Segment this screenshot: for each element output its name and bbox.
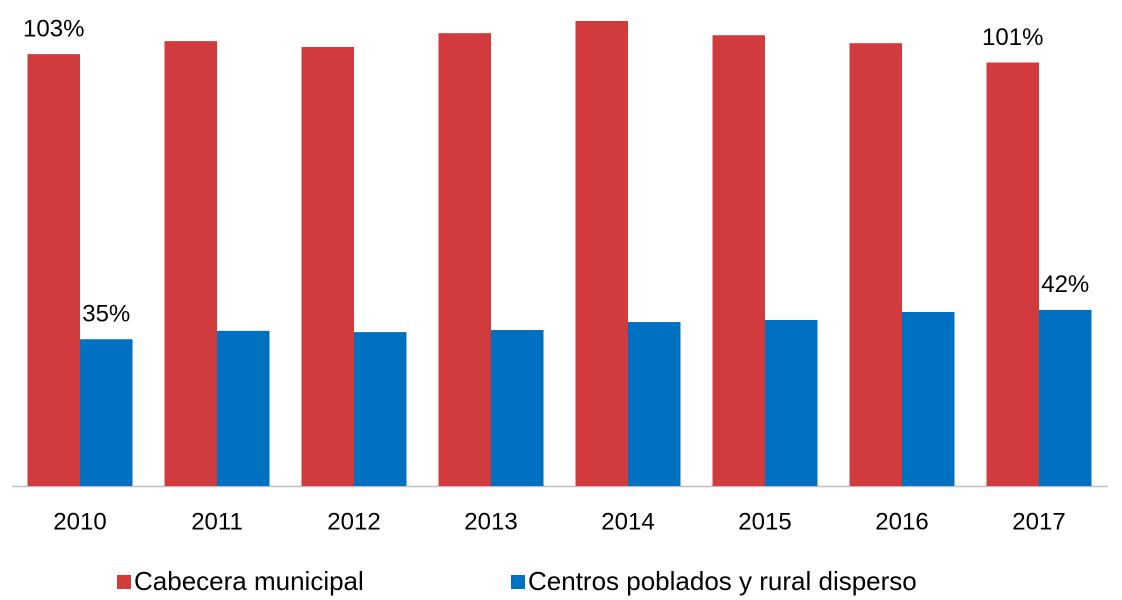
legend-swatch xyxy=(511,575,525,589)
x-tick-label: 2015 xyxy=(738,508,791,535)
bar xyxy=(438,33,491,486)
bar xyxy=(301,46,354,486)
bar xyxy=(628,322,681,486)
legend-label: Centros poblados y rural disperso xyxy=(528,566,917,596)
bar xyxy=(217,330,270,486)
x-tick-label: 2014 xyxy=(601,508,654,535)
bar xyxy=(354,332,407,486)
bar xyxy=(902,311,955,486)
x-tick-label: 2017 xyxy=(1012,508,1065,535)
legend-label: Cabecera municipal xyxy=(134,566,364,596)
x-tick-label: 2011 xyxy=(191,508,243,535)
x-tick-label: 2012 xyxy=(327,508,380,535)
bar xyxy=(712,35,765,486)
bar xyxy=(164,41,217,486)
x-tick-label: 2010 xyxy=(53,508,106,535)
data-label: 101% xyxy=(982,24,1043,51)
bar xyxy=(27,54,80,486)
data-label: 35% xyxy=(82,301,130,328)
legend-swatch xyxy=(117,575,131,589)
bar xyxy=(1039,309,1092,486)
bar xyxy=(575,21,628,486)
x-tick-label: 2016 xyxy=(875,508,928,535)
bar xyxy=(765,319,818,486)
bar xyxy=(491,330,544,486)
x-tick-label: 2013 xyxy=(464,508,517,535)
bar xyxy=(80,339,133,486)
data-label: 103% xyxy=(23,15,84,42)
bar xyxy=(986,62,1039,486)
bar xyxy=(849,43,902,487)
data-label: 42% xyxy=(1041,271,1089,298)
